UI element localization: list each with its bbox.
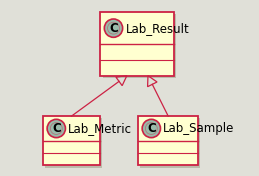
Bar (43, 116, 99, 165)
Bar (100, 12, 174, 76)
Circle shape (145, 122, 157, 134)
Bar (103, 14, 176, 78)
Text: C: C (52, 122, 61, 135)
Circle shape (107, 22, 119, 34)
Text: C: C (109, 22, 118, 35)
Text: Lab_Result: Lab_Result (125, 22, 189, 35)
Circle shape (104, 19, 123, 37)
Bar (138, 116, 198, 165)
Text: Lab_Sample: Lab_Sample (163, 122, 235, 135)
Bar (45, 118, 102, 168)
Circle shape (47, 119, 66, 138)
Bar (140, 118, 200, 168)
Circle shape (142, 119, 161, 138)
Circle shape (50, 122, 62, 134)
Text: C: C (147, 122, 156, 135)
Text: Lab_Metric: Lab_Metric (68, 122, 132, 135)
